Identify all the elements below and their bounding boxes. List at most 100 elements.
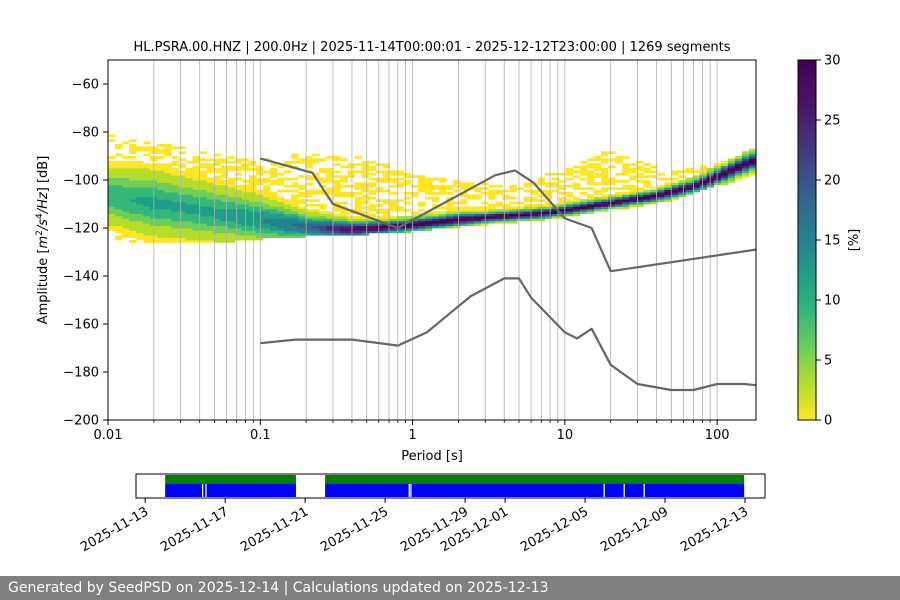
psd-density-cell (636, 196, 644, 200)
psd-density-cell (354, 192, 362, 195)
psd-density-cell (234, 168, 243, 171)
psd-density-cell (636, 165, 644, 169)
psd-density-cell (643, 170, 651, 174)
psd-density-cell (516, 216, 524, 219)
psd-density-cell (277, 220, 285, 224)
psd-density-cell (206, 218, 215, 222)
psd-density-cell (594, 204, 602, 207)
psd-density-cell (734, 165, 743, 169)
psd-density-cell (312, 220, 320, 224)
psd-density-cell (424, 228, 433, 231)
psd-density-cell (213, 153, 222, 157)
psd-density-cell (277, 196, 285, 200)
psd-density-cell (495, 204, 503, 207)
psd-density-cell (192, 228, 200, 231)
psd-density-cell (227, 182, 236, 186)
psd-density-cell (368, 196, 377, 200)
psd-density-cell (122, 194, 130, 198)
psd-density-cell (530, 199, 539, 202)
psd-density-cell (248, 216, 257, 219)
psd-density-cell (467, 182, 475, 186)
psd-density-cell (319, 216, 327, 219)
psd-density-cell (108, 182, 116, 186)
psd-density-cell (234, 201, 243, 205)
psd-density-cell (157, 189, 165, 193)
psd-density-cell (171, 163, 179, 166)
psd-density-cell (403, 172, 412, 176)
psd-density-cell (446, 218, 454, 222)
psd-density-cell (347, 172, 355, 176)
psd-density-cell (227, 165, 236, 169)
psd-density-cell (248, 175, 257, 178)
psd-density-cell (509, 206, 517, 210)
psd-density-cell (727, 175, 736, 178)
psd-density-cell (115, 216, 123, 219)
psd-density-cell (558, 199, 567, 202)
y-axis-label-hz: /Hz (36, 191, 51, 214)
psd-density-cell (164, 204, 172, 207)
psd-density-cell (136, 172, 144, 176)
psd-density-cell (291, 196, 299, 200)
high-noise-model-line (259, 157, 756, 273)
psd-density-cell (298, 206, 306, 210)
psd-density-cell (298, 223, 306, 226)
psd-density-cell (741, 165, 750, 169)
psd-density-cell (319, 204, 327, 207)
psd-density-cell (136, 175, 144, 178)
psd-density-cell (664, 177, 672, 181)
psd-density-cell (284, 230, 292, 234)
psd-density-cell (558, 204, 567, 207)
psd-density-cell (333, 163, 341, 166)
psd-density-cell (643, 184, 651, 188)
psd-density-cell (199, 208, 208, 212)
psd-density-cell (255, 235, 264, 238)
psd-density-cell (467, 211, 475, 214)
psd-density-cell (333, 201, 341, 205)
psd-density-cell (284, 218, 292, 222)
psd-density-cell (270, 163, 278, 166)
y-tick-label: −120 (63, 222, 99, 237)
psd-density-cell (558, 211, 567, 214)
psd-density-cell (396, 228, 405, 231)
psd-density-cell (699, 170, 708, 174)
psd-density-cell (319, 211, 327, 214)
psd-density-cell (579, 201, 588, 205)
psd-density-cell (424, 220, 433, 224)
psd-density-cell (741, 158, 750, 162)
psd-density-cell (178, 208, 186, 212)
psd-density-cell (347, 165, 355, 169)
psd-density-cell (354, 196, 362, 200)
psd-density-cell (650, 165, 658, 169)
psd-density-cell (488, 194, 496, 198)
psd-density-cell (432, 223, 440, 226)
psd-density-cell (178, 204, 186, 207)
psd-density-cell (389, 223, 398, 226)
psd-density-cell (319, 189, 327, 193)
psd-density-cell (375, 230, 384, 234)
psd-density-cell (417, 218, 426, 222)
psd-density-cell (185, 201, 193, 205)
psd-density-cell (284, 211, 292, 214)
psd-density-cell (678, 187, 686, 190)
psd-density-cell (643, 175, 651, 178)
psd-density-cell (227, 220, 236, 224)
psd-density-cell (262, 192, 271, 195)
psd-density-cell (523, 182, 532, 186)
psd-density-cell (615, 199, 623, 202)
psd-density-cell (122, 211, 130, 214)
psd-density-cell (192, 240, 200, 243)
psd-density-cell (558, 206, 567, 210)
psd-density-cell (495, 220, 503, 224)
psd-density-cell (115, 187, 123, 190)
psd-density-cell (291, 225, 299, 229)
psd-density-cell (622, 184, 630, 188)
psd-density-cell (171, 213, 179, 217)
psd-density-cell (382, 218, 391, 222)
psd-density-cell (615, 158, 623, 162)
psd-density-cell (446, 201, 454, 205)
psd-density-cell (262, 187, 271, 190)
psd-density-cell (234, 165, 243, 169)
psd-density-cell (354, 232, 362, 236)
psd-density-cell (129, 228, 137, 231)
psd-density-cell (178, 216, 186, 219)
